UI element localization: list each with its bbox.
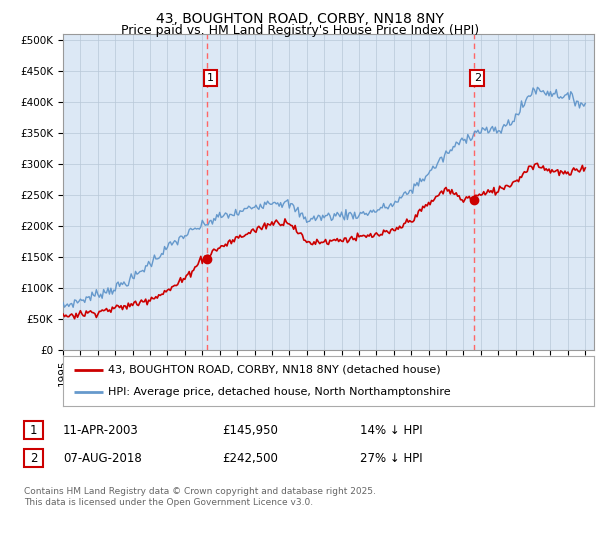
Text: £145,950: £145,950 (222, 423, 278, 437)
Text: 1: 1 (207, 73, 214, 83)
Text: 27% ↓ HPI: 27% ↓ HPI (360, 451, 422, 465)
Text: Price paid vs. HM Land Registry's House Price Index (HPI): Price paid vs. HM Land Registry's House … (121, 24, 479, 36)
Text: 43, BOUGHTON ROAD, CORBY, NN18 8NY (detached house): 43, BOUGHTON ROAD, CORBY, NN18 8NY (deta… (108, 365, 441, 375)
Text: 14% ↓ HPI: 14% ↓ HPI (360, 423, 422, 437)
Text: HPI: Average price, detached house, North Northamptonshire: HPI: Average price, detached house, Nort… (108, 387, 451, 397)
Text: 2: 2 (474, 73, 481, 83)
Text: £242,500: £242,500 (222, 451, 278, 465)
Text: 1: 1 (30, 423, 37, 437)
Text: 43, BOUGHTON ROAD, CORBY, NN18 8NY: 43, BOUGHTON ROAD, CORBY, NN18 8NY (156, 12, 444, 26)
Text: Contains HM Land Registry data © Crown copyright and database right 2025.
This d: Contains HM Land Registry data © Crown c… (24, 487, 376, 507)
Text: 07-AUG-2018: 07-AUG-2018 (63, 451, 142, 465)
Text: 2: 2 (30, 451, 37, 465)
Text: 11-APR-2003: 11-APR-2003 (63, 423, 139, 437)
